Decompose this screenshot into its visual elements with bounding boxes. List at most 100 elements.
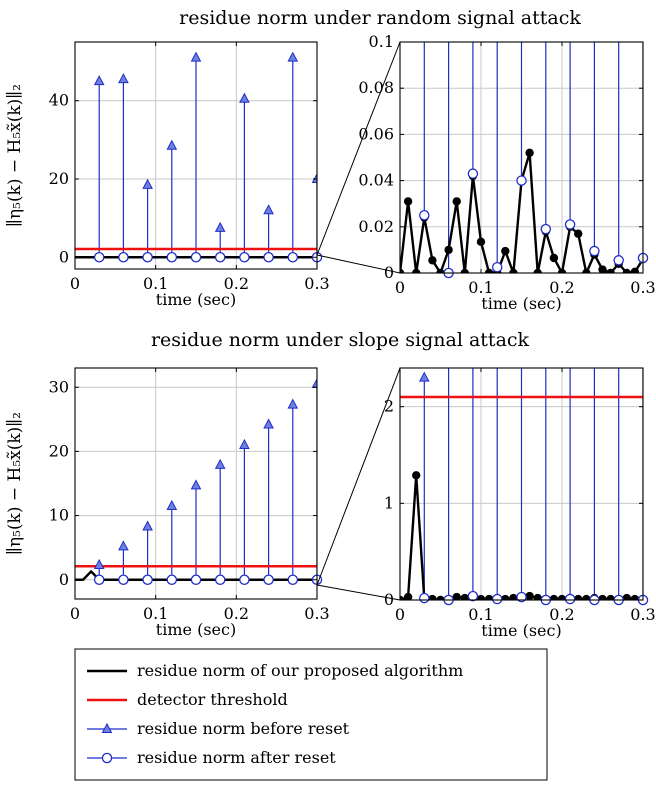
after-reset-marker: [239, 574, 250, 586]
legend: residue norm of our proposed algorithm de…: [74, 648, 548, 781]
after-reset-marker: [142, 574, 153, 586]
y-tick-label: 40: [49, 91, 69, 110]
before-reset-marker: [311, 172, 317, 183]
proposed-point: [606, 268, 615, 273]
after-reset-marker: [516, 175, 527, 186]
proposed-point: [549, 594, 559, 600]
proposed-point: [476, 237, 486, 247]
after-reset-marker: [214, 252, 226, 263]
after-reset-marker: [239, 252, 250, 263]
x-tick-label: 0: [70, 604, 80, 623]
proposed-point: [403, 592, 413, 600]
x-axis-label: time (sec): [481, 621, 561, 640]
x-tick-label: 0.3: [630, 278, 655, 297]
proposed-point: [412, 471, 421, 480]
legend-label: residue norm after reset: [137, 748, 336, 767]
before-reset-marker: [142, 520, 153, 531]
axes-frame: [399, 367, 644, 601]
y-tick-label: 0.08: [358, 78, 394, 97]
chart-title: residue norm under random signal attack: [179, 7, 581, 29]
before-reset-marker: [190, 51, 202, 62]
proposed-point: [598, 265, 607, 273]
axes-frame: [74, 367, 318, 600]
y-tick-label: 20: [49, 441, 69, 460]
after-reset-marker: [263, 574, 274, 586]
proposed-point: [606, 594, 615, 600]
before-reset-marker: [93, 75, 105, 86]
proposed-point: [400, 268, 405, 273]
after-reset-marker: [287, 252, 299, 263]
x-tick-label: 0.2: [224, 274, 249, 293]
before-reset-marker: [239, 92, 250, 103]
before-reset-marker: [287, 51, 299, 62]
x-axis-label: time (sec): [156, 620, 236, 639]
proposed-point: [630, 267, 640, 273]
proposed-point: [509, 593, 518, 600]
before-reset-marker: [214, 221, 226, 232]
proposed-point: [574, 594, 583, 600]
proposed-point: [598, 594, 607, 600]
y-axis-label: ∥η₅(k) − H₅x̃(k)∥₂: [5, 412, 25, 555]
after-reset-marker: [491, 593, 503, 605]
proposed-point: [509, 268, 518, 273]
after-reset-marker: [589, 245, 600, 257]
after-reset-marker: [166, 252, 178, 263]
proposed-point: [582, 268, 591, 273]
before-reset-marker: [214, 458, 226, 469]
proposed-point: [533, 593, 542, 600]
x-tick-label: 0.1: [468, 605, 493, 624]
proposed-point: [622, 593, 631, 600]
proposed-point: [403, 197, 413, 206]
legend-label: residue norm before reset: [137, 719, 350, 738]
proposed-point: [428, 256, 437, 265]
after-reset-marker: [142, 252, 153, 263]
zoom-connector-line: [316, 367, 401, 586]
proposed-point: [501, 594, 510, 600]
axes-frame: [399, 41, 644, 274]
y-tick-label: 20: [49, 169, 69, 188]
before-reset-marker: [142, 178, 153, 189]
legend-label: residue norm of our proposed algorithm: [137, 661, 463, 680]
panel-top-left: 0 0.1 0.2 0.3 0 20 40 time (sec) ∥η₅(k) − H₅x̃(k…: [5, 7, 581, 309]
before-reset-marker: [311, 377, 317, 389]
after-reset-marker: [287, 574, 299, 586]
y-tick-label: 0.02: [358, 217, 394, 236]
x-tick-label: 0.1: [143, 604, 168, 623]
y-tick-label: 0: [59, 570, 69, 589]
chart-title: residue norm under slope signal attack: [151, 329, 530, 351]
zoom-connector-line: [316, 254, 401, 274]
x-tick-label: 0: [395, 605, 405, 624]
after-reset-marker: [214, 574, 226, 586]
before-reset-marker: [118, 73, 129, 84]
x-tick-label: 0.3: [304, 604, 329, 623]
plot-area: [75, 377, 317, 581]
after-reset-marker: [93, 574, 105, 586]
after-reset-marker: [613, 255, 624, 266]
panel-bottom-right: 0 0.1 0.2 0.3 0 1 2 time (sec): [384, 367, 656, 640]
after-reset-marker: [467, 168, 479, 179]
after-reset-marker: [564, 219, 576, 230]
proposed-point: [428, 594, 437, 600]
proposed-point: [582, 594, 591, 600]
proposed-point: [452, 197, 461, 206]
x-axis-label: time (sec): [156, 290, 236, 309]
legend-box: [74, 648, 548, 781]
x-tick-label: 0.1: [143, 274, 168, 293]
proposed-point: [460, 268, 469, 273]
y-tick-label: 0: [59, 247, 69, 266]
proposed-point: [444, 245, 453, 255]
after-reset-marker: [190, 252, 202, 263]
proposed-point: [533, 268, 542, 273]
before-reset-marker: [190, 479, 202, 490]
proposed-point: [630, 594, 640, 600]
after-reset-marker: [118, 252, 129, 263]
after-reset-marker: [540, 223, 552, 235]
before-reset-marker: [118, 540, 129, 551]
proposed-point: [460, 593, 469, 600]
before-reset-marker: [263, 418, 274, 429]
y-tick-label: 0.06: [358, 124, 394, 143]
after-reset-marker: [516, 591, 527, 603]
after-reset-marker: [190, 574, 202, 586]
y-tick-label: 0: [384, 263, 394, 282]
